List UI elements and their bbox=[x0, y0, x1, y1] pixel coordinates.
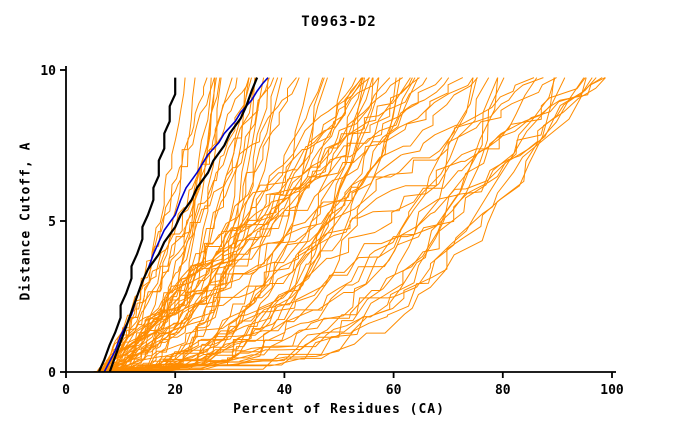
orange-model-curve bbox=[102, 77, 420, 373]
x-tick-label: 80 bbox=[495, 383, 511, 398]
orange-model-curve bbox=[108, 77, 419, 373]
orange-model-curve bbox=[102, 77, 603, 373]
orange-model-curve bbox=[114, 77, 374, 373]
x-tick-label: 60 bbox=[386, 383, 402, 398]
orange-model-curve bbox=[99, 77, 357, 373]
y-tick-label: 10 bbox=[40, 64, 56, 79]
x-tick-label: 40 bbox=[277, 383, 293, 398]
orange-model-curve bbox=[109, 77, 283, 373]
orange-model-curve bbox=[99, 77, 371, 373]
x-tick-label: 0 bbox=[62, 383, 70, 398]
x-tick-label: 20 bbox=[167, 383, 183, 398]
y-tick-label: 5 bbox=[48, 215, 56, 230]
orange-model-curve bbox=[101, 77, 474, 373]
black-model-2-curve bbox=[108, 77, 259, 373]
chart-title: T0963-D2 bbox=[301, 14, 377, 30]
orange-model-curve bbox=[110, 77, 556, 373]
orange-model-curve bbox=[97, 77, 478, 373]
orange-model-curve bbox=[108, 77, 478, 373]
orange-model-curve bbox=[112, 77, 606, 373]
y-tick-label: 0 bbox=[48, 366, 56, 381]
orange-model-curve bbox=[112, 77, 391, 373]
orange-model-curve bbox=[111, 77, 397, 373]
orange-model-curve bbox=[105, 77, 364, 373]
orange-model-curve bbox=[112, 77, 250, 373]
orange-model-curve bbox=[110, 77, 401, 373]
orange-model-curve bbox=[112, 77, 428, 373]
orange-model-curve bbox=[100, 77, 464, 373]
orange-model-curve bbox=[113, 77, 535, 373]
orange-model-curve bbox=[104, 77, 216, 373]
orange-model-curve bbox=[97, 77, 365, 373]
x-axis-label: Percent of Residues (CA) bbox=[233, 402, 445, 417]
orange-model-curve bbox=[97, 77, 324, 373]
orange-model-curve bbox=[101, 77, 586, 373]
black-model-1-curve bbox=[97, 77, 177, 373]
orange-model-curve bbox=[108, 77, 300, 373]
orange-model-curve bbox=[104, 77, 443, 373]
x-tick-label: 100 bbox=[600, 383, 624, 398]
